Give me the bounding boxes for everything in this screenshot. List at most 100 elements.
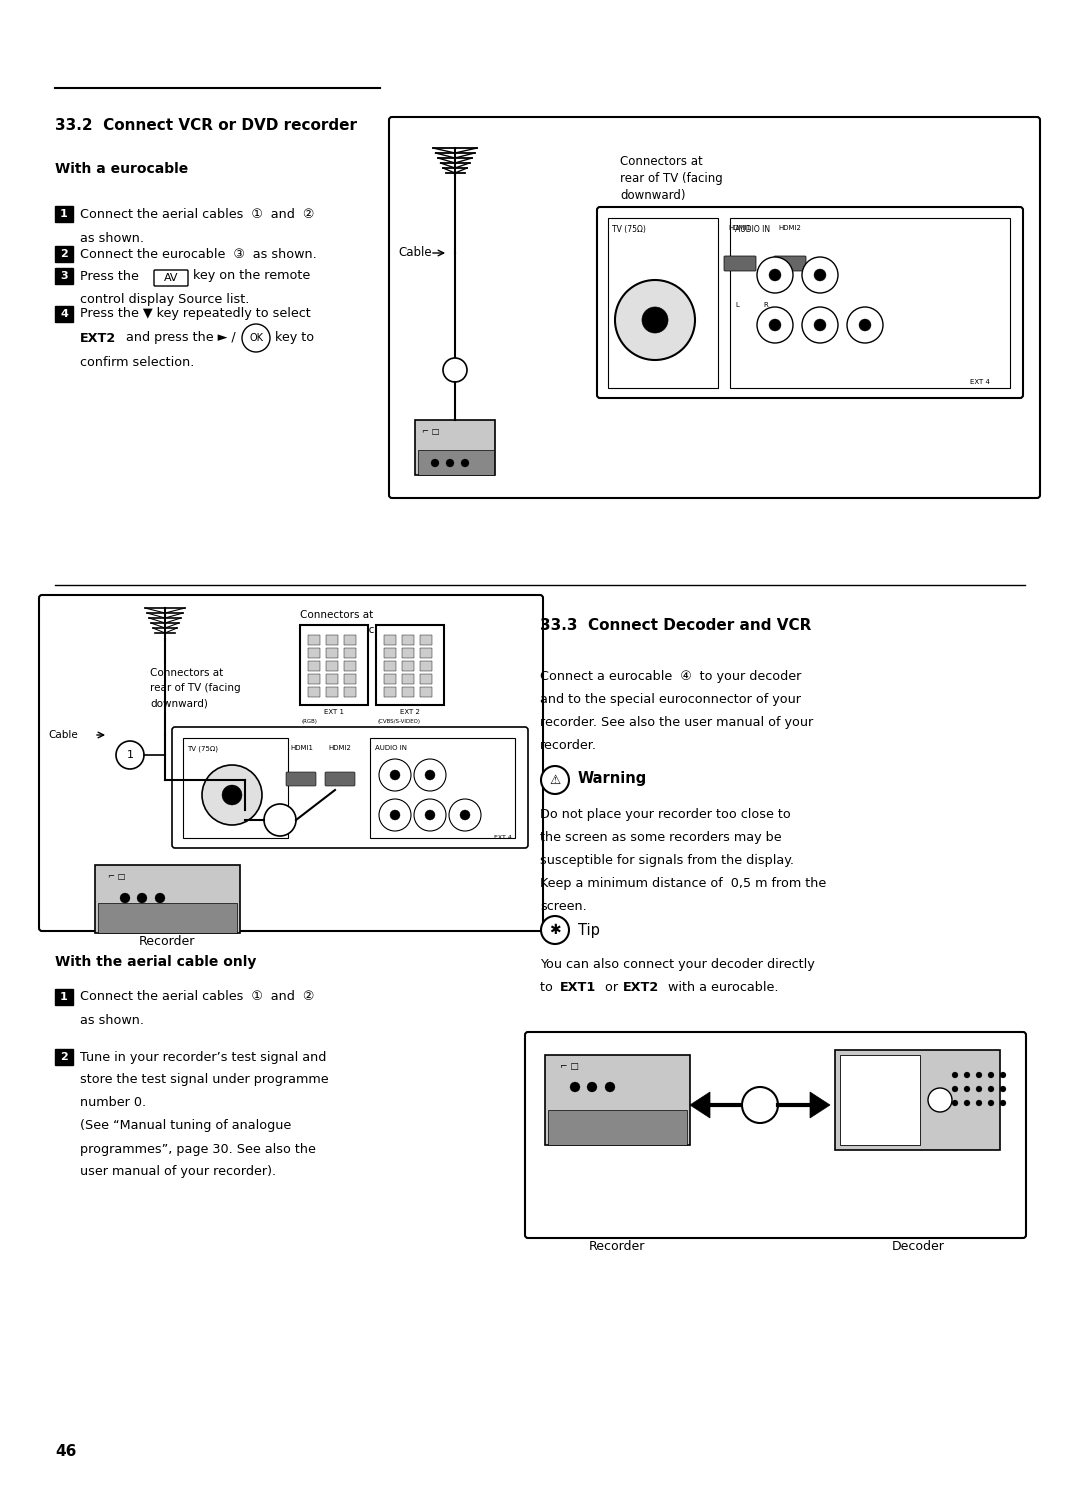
Circle shape [988, 1071, 994, 1079]
Bar [402, 648, 414, 658]
Bar [420, 661, 432, 671]
FancyBboxPatch shape [95, 865, 240, 932]
Bar [402, 686, 414, 697]
Bar [326, 661, 338, 671]
Text: 3: 3 [60, 272, 68, 280]
FancyBboxPatch shape [300, 625, 368, 706]
Text: ✱: ✱ [550, 924, 561, 937]
Text: (CVBS/S-VIDEO): (CVBS/S-VIDEO) [378, 719, 421, 724]
Text: 2: 2 [60, 249, 68, 260]
Text: Warning: Warning [578, 770, 647, 785]
Text: EXT 4: EXT 4 [495, 836, 512, 840]
FancyBboxPatch shape [55, 269, 73, 283]
Circle shape [116, 742, 144, 768]
Text: confirm selection.: confirm selection. [80, 355, 194, 369]
Circle shape [757, 257, 793, 292]
Bar [308, 636, 320, 645]
Circle shape [390, 770, 400, 780]
Text: 1: 1 [60, 209, 68, 219]
Text: EXT2: EXT2 [623, 982, 659, 994]
Text: Keep a minimum distance of  0,5 m from the: Keep a minimum distance of 0,5 m from th… [540, 877, 826, 891]
FancyBboxPatch shape [525, 1032, 1026, 1238]
Text: HDMI2: HDMI2 [328, 745, 351, 750]
Circle shape [988, 1100, 994, 1106]
Text: rear of TV (facing: rear of TV (facing [300, 625, 391, 636]
FancyBboxPatch shape [55, 1049, 73, 1065]
Bar [308, 674, 320, 683]
Bar [384, 636, 396, 645]
Text: control display Source list.: control display Source list. [80, 294, 249, 306]
Bar [308, 686, 320, 697]
Circle shape [541, 916, 569, 944]
Polygon shape [810, 1092, 831, 1118]
Polygon shape [690, 1092, 710, 1118]
Bar [345, 648, 356, 658]
Text: Tip: Tip [578, 922, 599, 937]
FancyBboxPatch shape [415, 421, 495, 474]
Text: Press the ▼ key repeatedly to select: Press the ▼ key repeatedly to select [80, 307, 311, 321]
Circle shape [951, 1086, 958, 1092]
Bar [402, 636, 414, 645]
Text: ⌐ □: ⌐ □ [422, 427, 440, 436]
Text: rear of TV (facing: rear of TV (facing [620, 172, 723, 185]
Text: EXT1: EXT1 [561, 982, 596, 994]
Circle shape [414, 759, 446, 791]
Text: backward): backward) [300, 640, 354, 651]
Text: 33.2  Connect VCR or DVD recorder: 33.2 Connect VCR or DVD recorder [55, 118, 357, 133]
Circle shape [541, 765, 569, 794]
Text: With a eurocable: With a eurocable [55, 163, 188, 176]
Text: Cable: Cable [399, 246, 432, 260]
Circle shape [951, 1071, 958, 1079]
Bar [345, 686, 356, 697]
Circle shape [379, 759, 411, 791]
Circle shape [379, 800, 411, 831]
FancyBboxPatch shape [376, 625, 444, 706]
Circle shape [414, 800, 446, 831]
Text: Recorder: Recorder [139, 935, 195, 947]
Text: ⌐ □: ⌐ □ [561, 1062, 579, 1071]
FancyBboxPatch shape [389, 116, 1040, 498]
Circle shape [964, 1086, 970, 1092]
Bar [384, 661, 396, 671]
Text: number 0.: number 0. [80, 1097, 146, 1110]
FancyBboxPatch shape [418, 451, 494, 474]
Text: and to the special euroconnector of your: and to the special euroconnector of your [540, 692, 801, 706]
Text: rear of TV (facing: rear of TV (facing [150, 683, 241, 692]
Text: HDMI1: HDMI1 [291, 745, 313, 750]
Text: 1: 1 [126, 750, 134, 759]
Text: recorder. See also the user manual of your: recorder. See also the user manual of yo… [540, 716, 813, 730]
FancyBboxPatch shape [154, 270, 188, 286]
Text: store the test signal under programme: store the test signal under programme [80, 1074, 328, 1086]
FancyBboxPatch shape [835, 1050, 1000, 1150]
Bar [384, 674, 396, 683]
Circle shape [859, 319, 870, 331]
Circle shape [426, 810, 435, 821]
Text: susceptible for signals from the display.: susceptible for signals from the display… [540, 853, 794, 867]
FancyBboxPatch shape [183, 739, 288, 839]
Text: or: or [600, 982, 622, 994]
Text: EXT2: EXT2 [80, 331, 117, 345]
Text: TV (75Ω): TV (75Ω) [187, 745, 218, 752]
Text: Connectors at: Connectors at [300, 610, 374, 621]
Text: 1: 1 [60, 992, 68, 1003]
Bar [420, 648, 432, 658]
Circle shape [976, 1086, 982, 1092]
Text: HDMI1: HDMI1 [729, 225, 752, 231]
Text: downward): downward) [150, 698, 207, 709]
Circle shape [928, 1088, 951, 1112]
FancyBboxPatch shape [774, 257, 806, 272]
Circle shape [964, 1100, 970, 1106]
Text: HDMI2: HDMI2 [779, 225, 801, 231]
Circle shape [1000, 1100, 1005, 1106]
Circle shape [390, 810, 400, 821]
Circle shape [976, 1071, 982, 1079]
Text: Do not place your recorder too close to: Do not place your recorder too close to [540, 809, 791, 821]
FancyBboxPatch shape [39, 595, 543, 931]
FancyBboxPatch shape [325, 771, 355, 786]
Text: Connect the eurocable  ③  as shown.: Connect the eurocable ③ as shown. [80, 248, 316, 261]
Circle shape [222, 785, 242, 806]
Text: R: R [762, 301, 768, 307]
Text: EXT 4: EXT 4 [970, 379, 990, 385]
Circle shape [156, 894, 165, 903]
Circle shape [976, 1100, 982, 1106]
